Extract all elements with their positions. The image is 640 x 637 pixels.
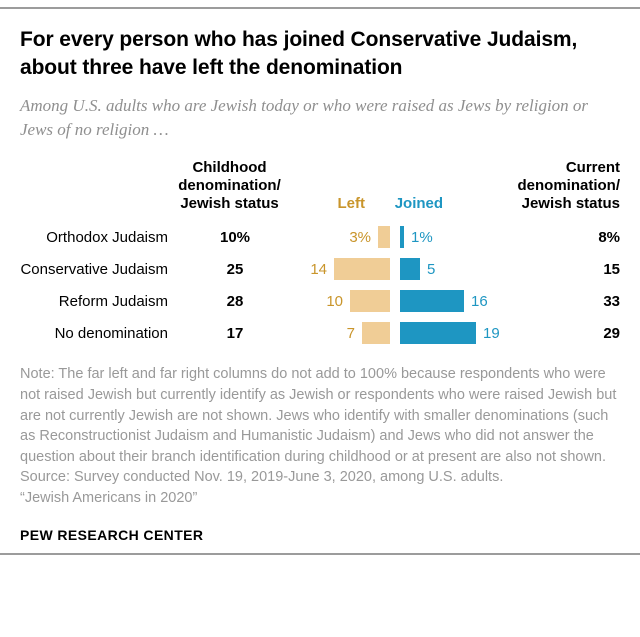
page-title: For every person who has joined Conserva… — [20, 28, 578, 79]
joined-bar-cell: 16 — [400, 290, 530, 313]
joined-bar — [400, 322, 476, 345]
chart-subtitle: Among U.S. adults who are Jewish today o… — [20, 96, 589, 139]
joined-bar-cell: 19 — [400, 322, 530, 345]
childhood-column-header: Childhood denomination/ Jewish status — [178, 159, 281, 213]
left-legend-label: Left — [337, 195, 365, 213]
current-value: 29 — [603, 324, 620, 342]
left-bar — [334, 258, 390, 281]
joined-bar — [400, 258, 420, 281]
current-value: 8% — [598, 228, 620, 246]
left-value: 3% — [349, 228, 371, 246]
note-text: Note: The far left and far right columns… — [20, 366, 617, 465]
joined-value: 1% — [411, 228, 433, 246]
chart-row-orthodox: Orthodox Judaism 10% 3% 1% 8% — [20, 221, 620, 253]
childhood-value: 10% — [219, 228, 251, 246]
joined-bar — [400, 226, 404, 249]
pew-research-center-wordmark: PEW RESEARCH CENTER — [20, 527, 204, 544]
left-bar — [378, 226, 390, 249]
left-bar-cell: 14 — [290, 258, 390, 281]
joined-bar — [400, 290, 464, 313]
top-rule — [0, 7, 640, 9]
row-label: No denomination — [54, 324, 168, 342]
joined-value: 16 — [471, 292, 488, 310]
joined-bar-cell: 5 — [400, 258, 530, 281]
source-text: Source: Survey conducted Nov. 19, 2019-J… — [20, 469, 504, 486]
row-label: Orthodox Judaism — [46, 228, 168, 246]
joined-bar-cell: 1% — [400, 226, 530, 249]
left-bar-cell: 10 — [290, 290, 390, 313]
left-bar-cell: 7 — [290, 322, 390, 345]
left-value: 7 — [346, 324, 355, 342]
left-bar — [362, 322, 390, 345]
current-column-header: Current denomination/ Jewish status — [517, 159, 621, 213]
current-value: 15 — [603, 260, 620, 278]
current-value: 33 — [603, 292, 620, 310]
chart-row-reform: Reform Judaism 28 10 16 33 — [20, 285, 620, 317]
childhood-value: 25 — [226, 260, 244, 278]
left-value: 14 — [310, 260, 327, 278]
report-title: “Jewish Americans in 2020” — [20, 489, 198, 506]
column-headers: Childhood denomination/ Jewish status Le… — [20, 159, 620, 213]
childhood-value: 17 — [226, 324, 244, 342]
row-label: Conservative Judaism — [20, 260, 168, 278]
childhood-value: 28 — [226, 292, 244, 310]
joined-legend-label: Joined — [394, 195, 444, 213]
row-label: Reform Judaism — [58, 292, 168, 310]
left-value: 10 — [326, 292, 343, 310]
bottom-rule — [0, 553, 640, 556]
joined-value: 5 — [427, 260, 436, 278]
left-bar — [350, 290, 390, 313]
diverging-bar-chart: Childhood denomination/ Jewish status Le… — [20, 159, 620, 349]
left-bar-cell: 3% — [290, 226, 390, 249]
chart-row-conservative: Conservative Judaism 25 14 5 15 — [20, 253, 620, 285]
footnotes: Note: The far left and far right columns… — [20, 364, 620, 508]
chart-row-no-denomination: No denomination 17 7 19 29 — [20, 317, 620, 349]
joined-value: 19 — [483, 324, 500, 342]
